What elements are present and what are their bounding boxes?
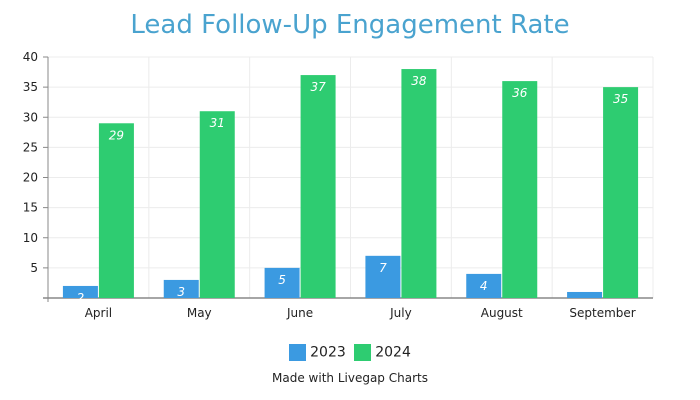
x-tick-label-august: August <box>481 306 523 320</box>
y-tick-label-10: 10 <box>23 231 38 245</box>
y-tick-label-35: 35 <box>23 80 38 94</box>
legend: 2023 2024 <box>0 344 700 361</box>
y-tick-label-20: 20 <box>23 171 38 185</box>
data-label-2023-april: 2 <box>77 291 85 305</box>
data-label-2024-may: 31 <box>210 116 225 130</box>
x-tick-label-june: June <box>286 306 313 320</box>
data-label-2024-august: 36 <box>512 86 528 100</box>
credit-text[interactable]: Made with Livegap Charts <box>272 371 428 385</box>
bar-2023-august <box>466 273 502 298</box>
x-tick-label-september: September <box>569 306 635 320</box>
x-tick-label-may: May <box>187 306 212 320</box>
bar-2024-july <box>401 69 437 298</box>
bar-2023-june <box>264 267 300 298</box>
x-tick-label-july: July <box>389 306 412 320</box>
data-label-2023-may: 3 <box>177 285 185 299</box>
bar-2024-may <box>199 111 235 298</box>
y-tick-label-15: 15 <box>23 201 38 215</box>
y-tick-label-5: 5 <box>30 261 38 275</box>
data-label-2023-september: 1 <box>581 297 589 311</box>
x-tick-label-april: April <box>85 306 112 320</box>
y-tick-label-25: 25 <box>23 140 38 154</box>
legend-swatch-2023 <box>289 344 307 361</box>
data-label-2024-april: 29 <box>109 128 124 142</box>
legend-swatch-2024 <box>354 344 372 361</box>
data-label-2023-july: 7 <box>379 261 387 275</box>
chart-title: Lead Follow-Up Engagement Rate <box>130 10 570 40</box>
y-tick-label-40: 40 <box>23 50 38 64</box>
bar-2024-june <box>300 75 336 298</box>
bar-2023-may <box>163 279 199 298</box>
bar-2023-april <box>62 285 98 298</box>
legend-label-2023: 2023 <box>310 344 346 361</box>
bar-2024-september <box>603 87 639 298</box>
bar-2024-april <box>98 123 134 299</box>
legend-item-2023[interactable]: 2023 <box>289 344 346 361</box>
data-label-2023-june: 5 <box>278 273 286 287</box>
legend-item-2024[interactable]: 2024 <box>354 344 411 361</box>
y-tick-label-30: 30 <box>23 110 38 124</box>
bar-2024-august <box>502 81 538 298</box>
bar-2023-july <box>365 255 401 298</box>
data-label-2024-july: 38 <box>411 74 427 88</box>
data-label-2024-june: 37 <box>310 80 326 94</box>
data-label-2023-august: 4 <box>480 279 488 293</box>
bar-2023-september <box>567 291 603 298</box>
data-label-2024-september: 35 <box>613 92 628 106</box>
legend-label-2024: 2024 <box>375 344 411 361</box>
